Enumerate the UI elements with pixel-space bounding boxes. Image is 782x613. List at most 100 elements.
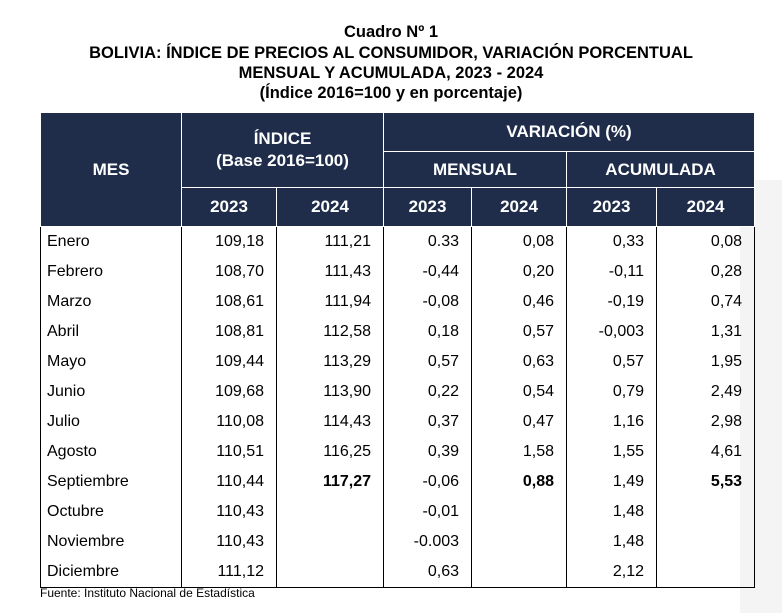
cell-indice-2024: 117,27 (275, 467, 385, 497)
header-acumulada: ACUMULADA (566, 151, 756, 188)
table-row: Julio 110,08 114,43 0,37 0,47 1,16 2,98 (40, 407, 756, 437)
header-year-mensual-2024: 2024 (471, 187, 568, 227)
cell-acumulada-2023: 0,33 (566, 226, 658, 257)
cell-indice-2023: 108,81 (181, 317, 277, 347)
cell-acumulada-2024 (656, 557, 756, 588)
cell-acumulada-2024: 0,08 (656, 226, 756, 257)
cell-acumulada-2024: 2,49 (656, 377, 756, 407)
cell-mensual-2024 (471, 497, 568, 527)
cell-indice-2024 (275, 527, 385, 557)
cell-mensual-2024 (471, 557, 568, 588)
table-row: Septiembre 110,44 117,27 -0,06 0,88 1,49 5,53 (40, 467, 756, 497)
header-indice: ÍNDICE (Base 2016=100) (180, 112, 385, 188)
cell-acumulada-2024 (656, 497, 756, 527)
cell-mensual-2023: 0,18 (383, 317, 473, 347)
cell-indice-2024 (275, 557, 385, 588)
cell-mensual-2023: -0,08 (383, 287, 473, 317)
cell-acumulada-2024: 4,61 (656, 437, 756, 467)
cell-indice-2023: 110,08 (181, 407, 277, 437)
table-body: Enero 109,18 111,21 0.33 0,08 0,33 0,08 Febrero… (40, 226, 756, 588)
cell-mensual-2023: 0.33 (383, 226, 473, 257)
cell-mes: Mayo (40, 347, 182, 377)
cell-indice-2024: 111,43 (275, 257, 385, 287)
table-row: Agosto 110,51 116,25 0,39 1,58 1,55 4,61 (40, 437, 756, 467)
cell-mensual-2023: -0.003 (383, 527, 473, 557)
header-indice-base: (Base 2016=100) (216, 151, 349, 170)
cell-indice-2023: 110,43 (181, 527, 277, 557)
cell-mensual-2024: 0,63 (471, 347, 568, 377)
title-cuadro: Cuadro Nº 1 (343, 23, 439, 41)
cpi-table: MES ÍNDICE (Base 2016=100) VARIACIÓN (%)… (40, 112, 756, 588)
header-variacion: VARIACIÓN (%) (383, 112, 756, 152)
cell-acumulada-2023: -0,19 (566, 287, 658, 317)
cell-acumulada-2024: 0,74 (656, 287, 756, 317)
header-year-acumulada-2023: 2023 (566, 187, 658, 227)
cell-mes: Julio (40, 407, 182, 437)
cell-mes: Septiembre (40, 467, 182, 497)
cell-acumulada-2024: 5,53 (656, 467, 756, 497)
cell-indice-2023: 110,43 (181, 497, 277, 527)
cell-acumulada-2023: 1,55 (566, 437, 658, 467)
cell-mensual-2024: 0,54 (471, 377, 568, 407)
cell-indice-2024: 111,94 (275, 287, 385, 317)
table-row: Marzo 108,61 111,94 -0,08 0,46 -0,19 0,74 (40, 287, 756, 317)
cell-indice-2024: 113,29 (275, 347, 385, 377)
source-note: Fuente: Instituto Nacional de Estadístic… (40, 586, 255, 600)
cell-mensual-2023: 0,39 (383, 437, 473, 467)
cell-mes: Noviembre (40, 527, 182, 557)
cell-mes: Enero (40, 226, 182, 257)
table-row: Junio 109,68 113,90 0,22 0,54 0,79 2,49 (40, 377, 756, 407)
header-indice-label: ÍNDICE (253, 129, 312, 148)
cell-indice-2023: 109,44 (181, 347, 277, 377)
table-row: Noviembre 110,43 -0.003 1,48 (40, 527, 756, 557)
cell-indice-2023: 111,12 (181, 557, 277, 588)
cell-mensual-2023: 0,57 (383, 347, 473, 377)
cell-indice-2023: 108,70 (181, 257, 277, 287)
cell-acumulada-2023: 0,79 (566, 377, 658, 407)
cell-indice-2023: 110,51 (181, 437, 277, 467)
cell-acumulada-2023: 1,49 (566, 467, 658, 497)
table-row: Febrero 108,70 111,43 -0,44 0,20 -0,11 0,28 (40, 257, 756, 287)
cell-mensual-2024: 0,57 (471, 317, 568, 347)
cell-acumulada-2023: 1,48 (566, 497, 658, 527)
cell-mensual-2024: 0,20 (471, 257, 568, 287)
cell-acumulada-2023: 2,12 (566, 557, 658, 588)
cell-mes: Diciembre (40, 557, 182, 588)
cell-mensual-2024: 0,46 (471, 287, 568, 317)
title-units: (Índice 2016=100 y en porcentaje) (259, 84, 523, 102)
cell-mes: Octubre (40, 497, 182, 527)
cell-acumulada-2024: 2,98 (656, 407, 756, 437)
cell-acumulada-2024: 1,31 (656, 317, 756, 347)
header-year-indice-2024: 2024 (275, 187, 385, 227)
cell-mes: Marzo (40, 287, 182, 317)
cell-mensual-2023: 0,37 (383, 407, 473, 437)
table-row: Mayo 109,44 113,29 0,57 0,63 0,57 1,95 (40, 347, 756, 377)
header-mes: MES (40, 112, 182, 227)
cell-indice-2024: 111,21 (275, 226, 385, 257)
cell-mensual-2023: 0,63 (383, 557, 473, 588)
cell-mes: Febrero (40, 257, 182, 287)
cell-indice-2023: 108,61 (181, 287, 277, 317)
cell-mensual-2024: 0,08 (471, 226, 568, 257)
cell-acumulada-2024: 0,28 (656, 257, 756, 287)
header-year-indice-2023: 2023 (181, 187, 277, 227)
cell-mensual-2023: 0,22 (383, 377, 473, 407)
cell-mensual-2024: 0,88 (471, 467, 568, 497)
cell-mensual-2023: -0,01 (383, 497, 473, 527)
cell-mensual-2024: 0,47 (471, 407, 568, 437)
header-mensual: MENSUAL (383, 151, 568, 188)
table-row: Diciembre 111,12 0,63 2,12 (40, 557, 756, 588)
cell-acumulada-2024 (656, 527, 756, 557)
cell-acumulada-2023: 1,48 (566, 527, 658, 557)
table-row: Abril 108,81 112,58 0,18 0,57 -0,003 1,31 (40, 317, 756, 347)
table-row: Octubre 110,43 -0,01 1,48 (40, 497, 756, 527)
cell-acumulada-2024: 1,95 (656, 347, 756, 377)
cell-mes: Junio (40, 377, 182, 407)
cell-indice-2023: 109,18 (181, 226, 277, 257)
cell-acumulada-2023: -0,003 (566, 317, 658, 347)
cell-mensual-2024 (471, 527, 568, 557)
cell-indice-2024: 113,90 (275, 377, 385, 407)
cell-mensual-2023: -0,44 (383, 257, 473, 287)
cell-mensual-2023: -0,06 (383, 467, 473, 497)
cell-indice-2024: 112,58 (275, 317, 385, 347)
